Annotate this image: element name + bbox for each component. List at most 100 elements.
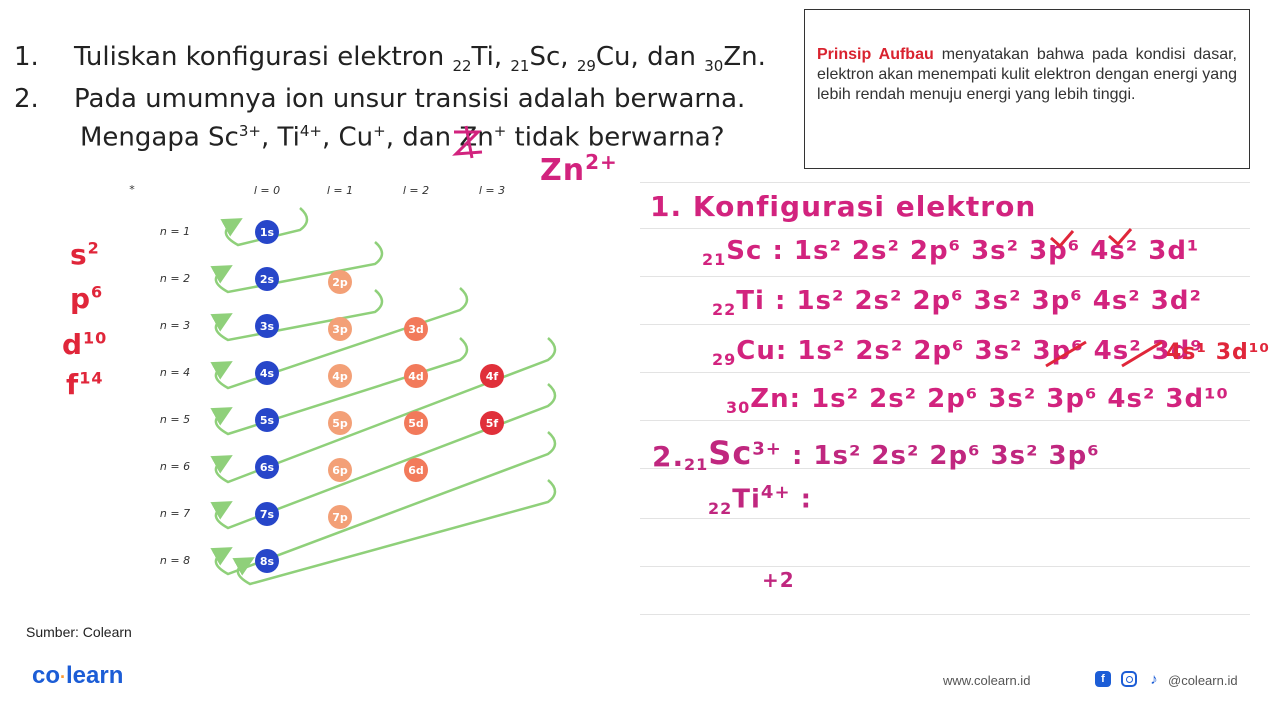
orbital-7p [328, 505, 352, 529]
asterisk-mark: * [129, 183, 135, 196]
orbital-4d-label: 4d [408, 370, 424, 383]
aufbau-text: menyatakan bahwa pada kondisi dasar, ele… [817, 46, 1237, 103]
orbital-6s-label: 6s [260, 461, 275, 474]
ruled-line [640, 324, 1250, 325]
orbital-7s-label: 7s [260, 508, 275, 521]
diagonal-arrow [210, 241, 384, 294]
social-handle[interactable]: @colearn.id [1168, 673, 1238, 688]
question-2-number: 2. [14, 84, 39, 114]
orbital-4f [480, 364, 504, 388]
answer-2-label: 2. [652, 440, 685, 473]
diagonal-arrow [210, 431, 557, 576]
website-link[interactable]: www.colearn.id [943, 673, 1031, 688]
question-2-line1: Pada umumnya ion unsur transisi adalah b… [74, 84, 746, 114]
diagonal-arrow [210, 337, 469, 436]
zn-config-line: 30Zn: 1s² 2s² 2p⁶ 3s² 3p⁶ 4s² 3d¹⁰ [726, 384, 1229, 418]
orbital-4p [328, 364, 352, 388]
l-label: l = 0 [254, 184, 280, 197]
orbital-5f [480, 411, 504, 435]
zn-correction: Zn2+ [540, 150, 618, 188]
question-1-text: Tuliskan konfigurasi elektron 22Ti, 21Sc… [74, 42, 766, 76]
diagonal-arrow [210, 289, 384, 342]
question-2-line2: Mengapa Sc3+, Ti4+, Cu+, dan Zn+ tidak b… [80, 122, 725, 153]
margin-d: d10 [62, 328, 108, 361]
orbital-7s [255, 502, 279, 526]
aufbau-info-box: Prinsip Aufbau menyatakan bahwa pada kon… [804, 9, 1250, 169]
orbital-4s [255, 361, 279, 385]
ruled-line [640, 566, 1250, 567]
orbital-2s [255, 267, 279, 291]
l-label: l = 2 [403, 184, 429, 197]
diagonal-arrow [232, 479, 557, 586]
n-label: n = 5 [160, 413, 190, 426]
orbital-5d [404, 411, 428, 435]
orbital-6d [404, 458, 428, 482]
orbital-3s [255, 314, 279, 338]
orbital-3p-label: 3p [332, 323, 348, 336]
orbital-8s-label: 8s [260, 555, 275, 568]
checkmark-icon [1050, 230, 1075, 249]
checkmark-icon [1108, 228, 1133, 247]
orbital-7p-label: 7p [332, 511, 348, 524]
tiktok-icon[interactable]: ♪ [1150, 670, 1158, 688]
cu-correction: 4s¹ 3d¹⁰ [1166, 340, 1271, 365]
orbital-4s-label: 4s [260, 367, 275, 380]
orbital-2p-label: 2p [332, 276, 348, 289]
plus-two-note: +2 [762, 568, 795, 592]
ti-config-line: 22Ti : 1s² 2s² 2p⁶ 3s² 3p⁶ 4s² 3d² [712, 286, 1202, 320]
ruled-line [640, 614, 1250, 615]
orbital-4p-label: 4p [332, 370, 348, 383]
margin-p: p6 [70, 282, 104, 315]
ruled-line [640, 518, 1250, 519]
n-label: n = 3 [160, 319, 190, 332]
cu-strike [1045, 340, 1163, 368]
diagonal-arrow [210, 337, 557, 484]
aufbau-diagram: * l = 0 l = 1 l = 2 l = 3 n = 1 n = 2 n = 3 n = … [129, 183, 557, 586]
orbital-5f-label: 5f [486, 417, 499, 430]
n-label: n = 6 [160, 460, 190, 473]
ruled-line [640, 228, 1250, 229]
l-label: l = 1 [327, 184, 353, 197]
n-label: n = 8 [160, 554, 190, 567]
n-label: n = 4 [160, 366, 190, 379]
diagonal-arrow [210, 287, 469, 390]
question-1-number: 1. [14, 42, 39, 72]
orbital-4f-label: 4f [486, 370, 499, 383]
l-label: l = 3 [479, 184, 505, 197]
orbital-6s [255, 455, 279, 479]
ti-ion-line: 22Ti4+ : [708, 482, 812, 518]
n-label: n = 1 [160, 225, 190, 238]
ruled-line [640, 182, 1250, 183]
orbital-6p [328, 458, 352, 482]
answer-heading: 1. Konfigurasi elektron [650, 190, 1037, 223]
orbital-4d [404, 364, 428, 388]
orbital-2s-label: 2s [260, 273, 275, 286]
diagonal-arrows [210, 207, 557, 586]
orbital-3d-label: 3d [408, 323, 424, 336]
aufbau-title: Prinsip Aufbau [817, 46, 934, 63]
orbital-2p [328, 270, 352, 294]
facebook-icon[interactable]: f [1095, 671, 1111, 687]
margin-f: f14 [66, 368, 104, 401]
n-label: n = 2 [160, 272, 190, 285]
source-note: Sumber: Colearn [26, 624, 132, 640]
margin-s: s2 [70, 238, 100, 271]
instagram-icon[interactable] [1121, 671, 1137, 687]
orbital-5s [255, 408, 279, 432]
orbital-5p [328, 411, 352, 435]
sc-config-line: 21Sc : 1s² 2s² 2p⁶ 3s² 3p⁶ 4s² 3d¹ [702, 236, 1200, 270]
orbital-5s-label: 5s [260, 414, 275, 427]
orbital-6d-label: 6d [408, 464, 424, 477]
ruled-line [640, 372, 1250, 373]
n-label: n = 7 [160, 507, 190, 520]
ruled-line [640, 468, 1250, 469]
orbital-1s [255, 220, 279, 244]
orbital-1s-label: 1s [260, 226, 275, 239]
orbital-3d [404, 317, 428, 341]
ruled-line [640, 420, 1250, 421]
orbital-5d-label: 5d [408, 417, 424, 430]
colearn-logo: co·learn [32, 662, 124, 689]
ruled-line [640, 276, 1250, 277]
orbital-3p [328, 317, 352, 341]
diagonal-arrow [210, 383, 557, 530]
